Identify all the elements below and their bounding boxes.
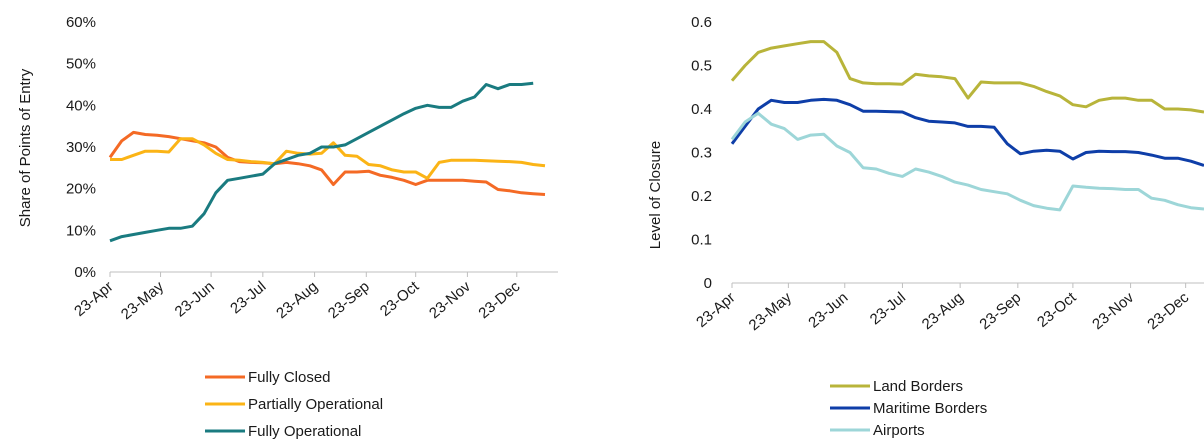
y-tick-label: 0.4 <box>691 101 712 118</box>
x-tick-label: 23-May <box>118 278 168 323</box>
y-tick-label: 0 <box>704 275 712 292</box>
y-tick-label: 60% <box>66 14 96 31</box>
x-tick-label: 23-May <box>746 289 796 334</box>
x-tick-label: 23-Aug <box>919 289 967 333</box>
x-tick-label: 23-Jun <box>172 278 218 321</box>
y-tick-label: 10% <box>66 222 96 239</box>
legend-label: Partially Operational <box>248 396 383 413</box>
x-tick-label: 23-Oct <box>1034 289 1080 331</box>
y-tick-label: 0.1 <box>691 232 712 249</box>
series-line-maritime-borders <box>730 97 1204 167</box>
x-tick-label: 23-Oct <box>377 278 423 320</box>
x-tick-label: 23-Apr <box>71 278 116 320</box>
x-tick-label: 23-Apr <box>693 289 738 331</box>
y-tick-label: 0% <box>74 264 96 281</box>
series-line-airports <box>730 111 1204 212</box>
series-line-fully-operational <box>109 81 534 243</box>
y-tick-label: 50% <box>66 56 96 73</box>
x-tick-label: 23-Dec <box>475 278 523 322</box>
series-line-fully-closed <box>108 130 546 196</box>
x-tick-label: 23-Aug <box>273 278 321 322</box>
legend-label: Fully Operational <box>248 423 361 440</box>
x-tick-label: 23-Dec <box>1144 289 1192 333</box>
legend-label: Maritime Borders <box>873 400 987 417</box>
x-tick-label: 23-Nov <box>426 278 474 322</box>
x-tick-label: 23-Jul <box>227 278 269 317</box>
y-tick-label: 0.6 <box>691 14 712 31</box>
y-tick-label: 0.3 <box>691 145 712 162</box>
y-tick-label: 0.5 <box>691 58 712 75</box>
x-tick-label: 23-Jun <box>805 289 851 332</box>
series-line-partially-operational <box>110 137 546 180</box>
y-tick-label: 20% <box>66 181 96 198</box>
series-line-land-borders <box>730 40 1204 114</box>
legend-label: Airports <box>873 422 925 439</box>
x-tick-label: 23-Sep <box>325 278 373 322</box>
y-tick-label: 40% <box>66 97 96 114</box>
x-tick-label: 23-Nov <box>1089 289 1137 333</box>
x-tick-label: 23-Jul <box>867 289 909 328</box>
y-tick-label: 30% <box>66 139 96 156</box>
legend-label: Fully Closed <box>248 369 331 386</box>
y-tick-label: 0.2 <box>691 188 712 205</box>
y-axis-title: Share of Points of Entry <box>17 68 34 227</box>
legend-label: Land Borders <box>873 378 963 395</box>
y-axis-title: Level of Closure <box>647 141 664 249</box>
x-tick-label: 23-Sep <box>976 289 1024 333</box>
